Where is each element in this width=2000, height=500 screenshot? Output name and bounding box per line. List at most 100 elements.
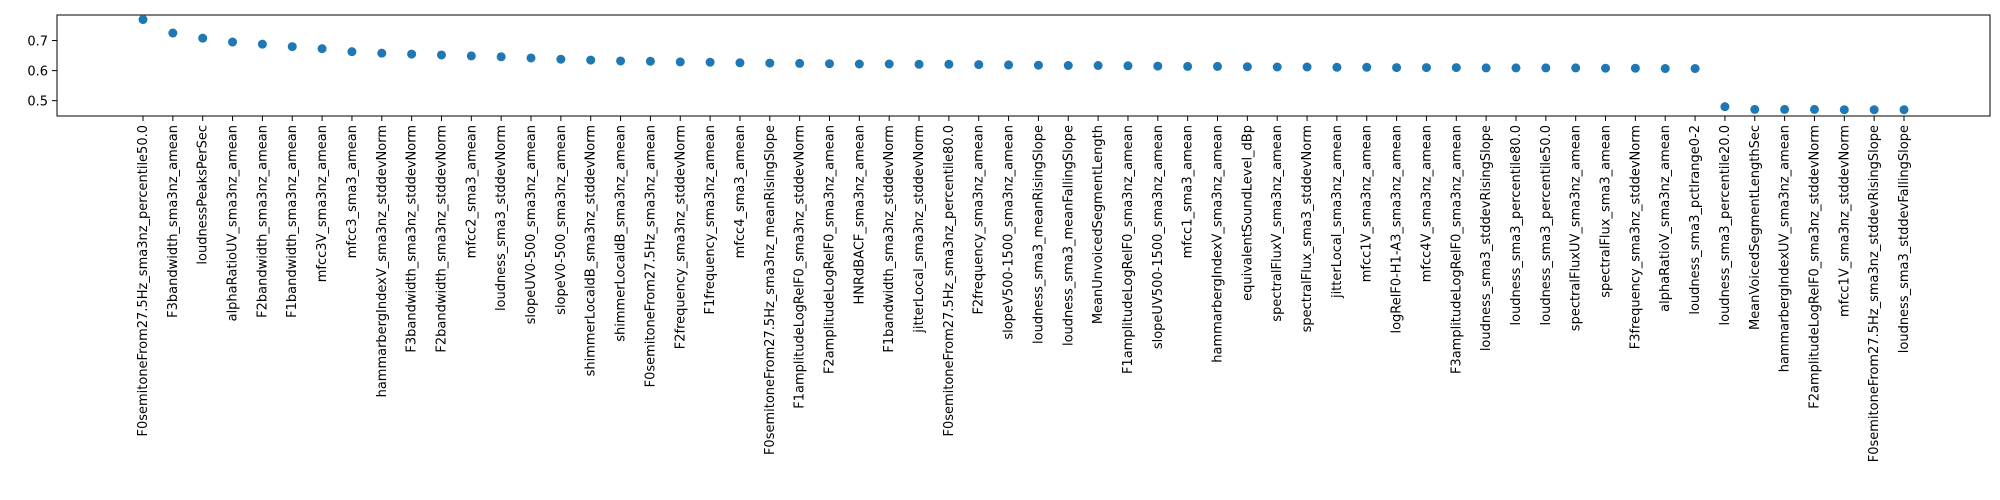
data-point <box>1660 64 1670 74</box>
data-point <box>1630 63 1640 73</box>
data-point <box>1720 102 1730 112</box>
data-point <box>1123 61 1133 71</box>
plot-area <box>56 14 1991 117</box>
x-tick-label: loudness_sma3_meanRisingSlope <box>1031 125 1046 344</box>
x-tick-label: F2frequency_sma3nz_amean <box>972 125 987 315</box>
data-point <box>1451 63 1461 73</box>
data-point <box>645 56 655 66</box>
x-tick-label: loudness_sma3_stddevFallingSlope <box>1897 125 1912 353</box>
x-tick-label: hammarbergIndexV_sma3nz_stddevNorm <box>375 125 390 397</box>
x-tick-label: MeanVoicedSegmentLengthSec <box>1748 125 1763 330</box>
data-point <box>1421 63 1431 73</box>
x-tick-label: alphaRatioUV_sma3nz_amean <box>226 125 241 321</box>
x-tick-label: F0semitoneFrom27.5Hz_sma3nz_percentile50… <box>136 125 151 437</box>
x-tick-label: F2amplitudeLogRelF0_sma3nz_stddevNorm <box>1807 125 1822 409</box>
x-tick-label: F3frequency_sma3nz_stddevNorm <box>1628 125 1643 349</box>
x-tick-label: jitterLocal_sma3nz_amean <box>1330 125 1345 299</box>
data-point <box>824 59 834 69</box>
data-point <box>735 58 745 68</box>
data-point <box>1332 62 1342 72</box>
data-point <box>765 58 775 68</box>
x-tick-label: slopeUV0-500_sma3nz_amean <box>524 125 539 324</box>
x-tick-label: F1frequency_sma3nz_amean <box>703 125 718 315</box>
plot-frame <box>56 14 1991 117</box>
x-tick-label: F3amplitudeLogRelF0_sma3nz_amean <box>1449 125 1464 374</box>
x-tick-label: F1amplitudeLogRelF0_sma3nz_amean <box>1121 125 1136 374</box>
x-tick-label: mfcc3_sma3_amean <box>345 125 360 258</box>
data-point <box>1809 104 1819 114</box>
x-tick-label: shimmerLocaldB_sma3nz_amean <box>614 125 629 342</box>
x-tick-label: F3bandwidth_sma3nz_amean <box>166 125 181 318</box>
data-point <box>1601 63 1611 73</box>
y-tick-label: 0.6 <box>27 65 48 80</box>
x-tick-label: spectralFluxV_sma3nz_amean <box>1270 125 1285 322</box>
x-tick-label: loudness_sma3_percentile50.0 <box>1539 125 1554 325</box>
data-point <box>586 55 596 65</box>
x-tick-label: loudness_sma3_stddevRisingSlope <box>1479 125 1494 351</box>
x-tick-label: loudness_sma3_stddevNorm <box>494 125 509 311</box>
data-point <box>1183 61 1193 71</box>
data-point <box>407 49 417 59</box>
data-point <box>1302 62 1312 72</box>
x-tick-label: F2amplitudeLogRelF0_sma3nz_amean <box>822 125 837 374</box>
y-axis: 0.5 0.6 0.7 <box>27 35 57 110</box>
data-point <box>1511 63 1521 73</box>
data-point <box>1004 60 1014 70</box>
data-point <box>1690 64 1700 74</box>
data-point <box>257 39 267 49</box>
x-tick-label: F0semitoneFrom27.5Hz_sma3nz_percentile80… <box>942 125 957 437</box>
data-point <box>347 47 357 57</box>
x-tick-label: shimmerLocaldB_sma3nz_stddevNorm <box>584 125 599 376</box>
x-tick-label: slopeV500-1500_sma3nz_amean <box>1002 125 1017 340</box>
x-tick-label: F1bandwidth_sma3nz_stddevNorm <box>882 125 897 353</box>
x-tick-label: hammarbergIndexUV_sma3nz_amean <box>1778 125 1793 372</box>
data-point <box>377 48 387 58</box>
data-point <box>675 57 685 67</box>
data-point <box>705 57 715 67</box>
data-point <box>944 59 954 69</box>
x-tick-label: alphaRatioV_sma3nz_amean <box>1658 125 1673 312</box>
data-point <box>198 33 208 43</box>
data-point <box>1571 63 1581 73</box>
x-tick-label: mfcc2_sma3_amean <box>464 125 479 258</box>
x-tick-label: mfcc1_sma3_amean <box>1181 125 1196 258</box>
x-tick-label: F0semitoneFrom27.5Hz_sma3nz_amean <box>643 125 658 387</box>
x-tick-label: spectralFluxUV_sma3nz_amean <box>1569 125 1584 331</box>
data-point <box>436 50 446 60</box>
data-point <box>795 58 805 68</box>
data-point <box>1093 61 1103 70</box>
data-point <box>1869 105 1879 115</box>
x-tick-label: F0semitoneFrom27.5Hz_sma3nz_meanRisingSl… <box>763 125 778 455</box>
data-points <box>138 15 1909 115</box>
data-point <box>1899 105 1909 115</box>
data-point <box>854 59 864 69</box>
x-tick-label: F1amplitudeLogRelF0_sma3nz_stddevNorm <box>793 125 808 409</box>
data-point <box>914 59 924 69</box>
data-point <box>228 37 238 47</box>
x-tick-label: logRelF0-H1-A3_sma3nz_amean <box>1390 125 1405 334</box>
x-tick-label: F2bandwidth_sma3nz_amean <box>255 125 270 318</box>
x-tick-label: mfcc4_sma3_amean <box>733 125 748 258</box>
data-point <box>1392 63 1402 73</box>
x-tick-label: equivalentSoundLevel_dBp <box>1240 125 1255 301</box>
x-tick-label: mfcc1V_sma3nz_amean <box>1360 125 1375 282</box>
x-tick-label: F1bandwidth_sma3nz_amean <box>285 125 300 318</box>
x-tick-label: loudnessPeaksPerSec <box>196 125 211 265</box>
data-point <box>287 42 297 52</box>
x-tick-label: HNRdBACF_sma3nz_amean <box>852 125 867 305</box>
x-tick-label: mfcc1V_sma3nz_stddevNorm <box>1837 125 1852 317</box>
data-point <box>1242 62 1252 72</box>
x-tick-label: spectralFlux_sma3_amean <box>1599 125 1614 298</box>
data-point <box>1213 61 1223 71</box>
x-tick-label: F2bandwidth_sma3nz_stddevNorm <box>434 125 449 353</box>
x-tick-label: slopeUV500-1500_sma3nz_amean <box>1151 125 1166 349</box>
data-point <box>1541 63 1551 73</box>
data-point <box>466 51 476 61</box>
x-tick-label: F2frequency_sma3nz_stddevNorm <box>673 125 688 349</box>
data-point <box>1839 105 1849 115</box>
x-tick-label: mfcc3V_sma3nz_amean <box>315 125 330 282</box>
data-point <box>1481 63 1491 73</box>
data-point <box>1750 104 1760 114</box>
y-tick-label: 0.5 <box>27 95 48 110</box>
